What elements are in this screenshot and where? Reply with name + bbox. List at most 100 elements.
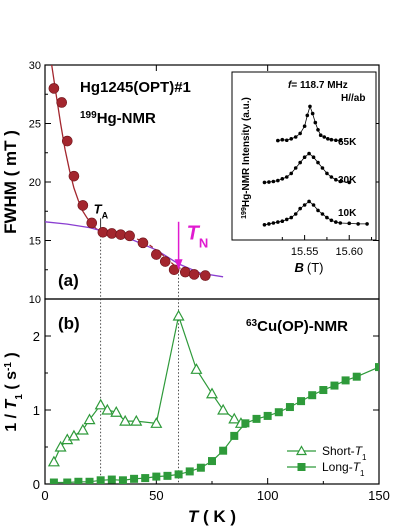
inset-trace-point [302, 124, 307, 128]
inset-trace-point [298, 131, 302, 136]
panel-a-title: Hg1245(OPT)#1 [80, 79, 191, 96]
long-t1-point [63, 478, 72, 484]
panel-b-xtick-label: 150 [368, 488, 390, 503]
ylabel-b-part2: ( s [3, 371, 20, 394]
long-t1-point [107, 475, 116, 484]
legend-long-main: Long- [322, 460, 353, 474]
fwhm-point [115, 229, 127, 240]
long-t1-point [341, 376, 350, 385]
inset-trace-point [325, 171, 329, 176]
long-t1-point [174, 470, 183, 479]
ta-main: T [94, 202, 103, 217]
t1-points [47, 309, 379, 484]
panel-a-ytick-label: 10 [29, 294, 41, 306]
panel-a-label: (a) [58, 271, 79, 290]
inset-trace-point [284, 175, 289, 179]
long-t1-point [49, 478, 58, 484]
panel-a-subtitle: 199Hg-NMR [80, 110, 156, 128]
fwhm-point [97, 227, 109, 238]
inset-trace-point [302, 155, 307, 159]
inset-trace-point [307, 151, 311, 156]
inset-trace-point [311, 203, 316, 207]
fwhm-points [48, 83, 211, 281]
inset-trace-point [347, 180, 352, 185]
long-t1-point [375, 363, 379, 372]
legend-long-sub: 1 [360, 469, 365, 478]
subtitle-rest: Hg-NMR [97, 110, 156, 127]
short-t1-point [94, 398, 107, 410]
inset-title: f= 118.7 MHz [288, 80, 348, 91]
inset-trace-point [308, 104, 312, 109]
ylabel-b-part3: ) [3, 352, 20, 362]
panel-b-ytick-label: 2 [33, 329, 40, 344]
inset-trace-point [329, 218, 334, 223]
fwhm-point [188, 269, 200, 280]
inset-trace-point [320, 166, 325, 170]
long-t1-point [196, 463, 205, 472]
panel-b-ylabel: 1 / T1 ( s-1 ) [3, 352, 25, 431]
panel-b-xtick-label: 0 [41, 488, 48, 503]
inset-trace-point [326, 137, 330, 141]
fwhm-point [137, 237, 149, 249]
long-t1-point [96, 476, 105, 484]
inset-trace-point [280, 177, 285, 181]
ylabel-b-sup: -1 [3, 362, 14, 371]
long-t1-point [297, 397, 306, 406]
ta-annotation: TA [94, 202, 109, 221]
short-t1-point [101, 403, 114, 415]
long-t1-point [185, 467, 194, 476]
legend-short-main: Short- [322, 444, 355, 458]
inset-trace-point [320, 212, 325, 216]
fwhm-point [151, 249, 162, 260]
panel-a-ytick-label: 25 [29, 119, 41, 131]
legend-long-t: T [353, 460, 362, 474]
inset-trace-point [322, 135, 327, 139]
inset-trace-label-10k: 10K [338, 208, 357, 219]
long-t1-point [230, 431, 239, 440]
inset-trace-point [338, 138, 343, 143]
inset-ylabel-mass: 199 [241, 207, 248, 219]
inset-xlabel-b: B [295, 260, 304, 275]
inset-traces [262, 104, 369, 227]
fwhm-point [168, 264, 180, 276]
inset-trace-point [289, 137, 294, 141]
short-t1-point [67, 429, 80, 441]
tn-sub: N [199, 235, 208, 250]
inset-tick-label-1: 15.55 [291, 246, 319, 258]
short-t1-point [76, 423, 89, 435]
inset-trace-point [271, 179, 276, 184]
inset-trace-point [316, 128, 320, 132]
inset-trace-point [313, 120, 318, 125]
long-t1-point [85, 477, 94, 484]
inset-trace-point [365, 222, 369, 226]
long-t1-point [130, 474, 139, 483]
fwhm-point [86, 217, 98, 229]
ta-sub: A [102, 211, 109, 221]
long-t1-point [319, 386, 328, 395]
panel-b-ytick-label: 1 [33, 403, 40, 418]
inset-trace-point [338, 179, 343, 184]
inset-trace-point [325, 215, 329, 220]
long-t1-point [163, 471, 172, 480]
inset-trace-point [276, 138, 280, 143]
short-t1-point [172, 309, 185, 321]
inset-trace-point [289, 171, 294, 176]
panel-b-title-rest: Cu(OP)-NMR [257, 318, 348, 335]
long-t1-point [330, 381, 339, 390]
inset-trace-point [356, 222, 360, 226]
inset-ylabel: 199Hg-NMR Intensity (a.u.) [241, 97, 253, 219]
inset-trace-point [284, 217, 289, 222]
inset-trace-point [311, 155, 316, 159]
inset-trace-point [289, 215, 294, 220]
long-t1-point [219, 446, 228, 455]
fwhm-point [179, 266, 191, 278]
legend-short-sub: 1 [362, 453, 367, 462]
inset-trace-point [280, 219, 285, 223]
panel-b-title-mass: 63 [246, 318, 258, 329]
inset-ylabel-rest: Hg-NMR Intensity (a.u.) [241, 97, 252, 207]
inset-trace-point [302, 203, 307, 207]
inset-trace-point [334, 220, 338, 224]
fwhm-point [124, 230, 135, 242]
short-t1-point [190, 363, 203, 374]
inset-xlabel: B (T) [295, 260, 324, 275]
